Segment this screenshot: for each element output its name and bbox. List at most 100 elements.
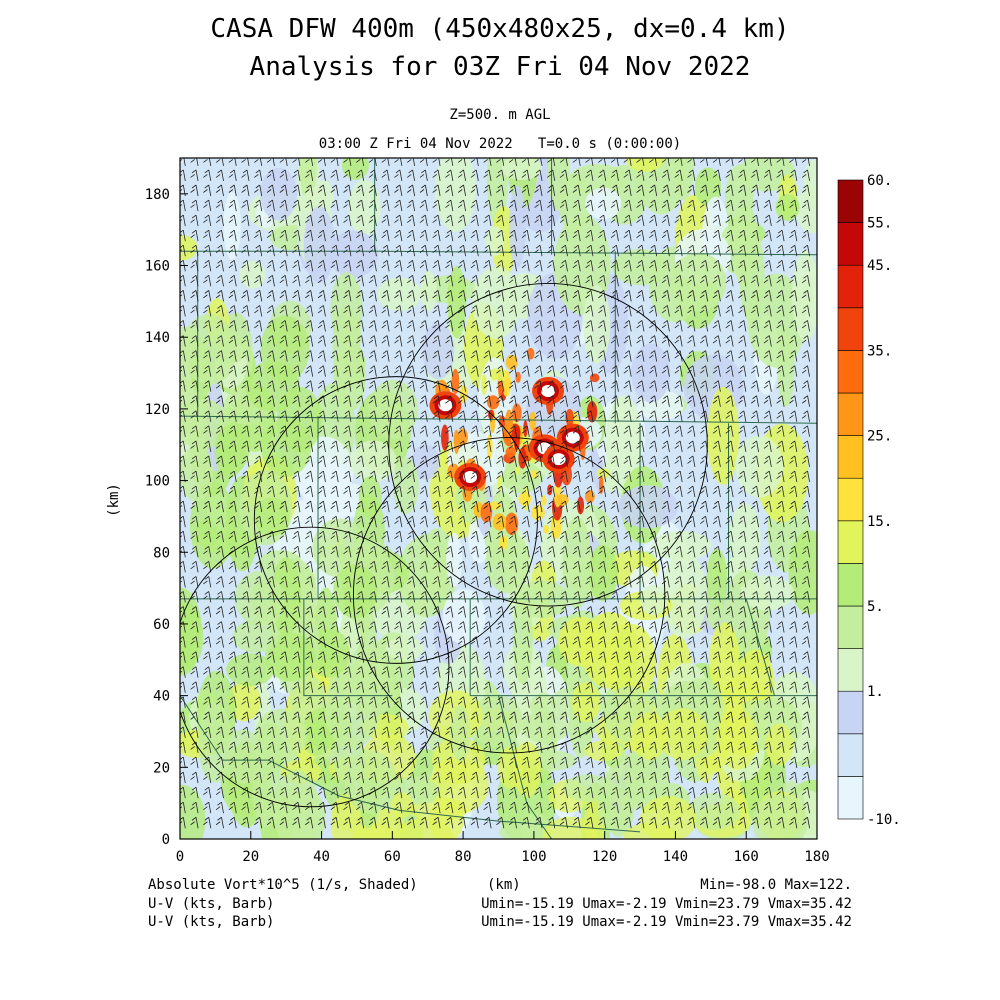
wind-barb	[700, 591, 709, 603]
wind-barb	[623, 274, 632, 287]
wind-barb	[445, 425, 454, 437]
wind-barb	[572, 786, 581, 799]
wind-barb	[712, 425, 721, 437]
wind-barb	[381, 756, 390, 769]
wind-barb	[432, 440, 441, 452]
wind-barb	[368, 816, 377, 829]
wind-barb	[228, 184, 237, 197]
wind-barb	[649, 199, 658, 212]
wind-barb	[241, 756, 250, 769]
wind-barb	[572, 410, 581, 422]
wind-barb	[623, 621, 632, 633]
wind-barb	[598, 470, 607, 483]
x-tick-label: 80	[455, 849, 472, 865]
wind-barb	[508, 756, 517, 769]
wind-barb	[674, 741, 683, 754]
wind-barb	[483, 500, 492, 513]
wind-barb	[406, 726, 416, 738]
wind-barb	[279, 169, 288, 182]
wind-barb	[279, 440, 288, 452]
wind-barb	[738, 395, 747, 407]
shade-patch	[716, 708, 758, 770]
wind-barb	[305, 621, 314, 633]
wind-barb	[266, 350, 275, 362]
wind-barb	[368, 259, 377, 272]
wind-barb	[712, 169, 721, 182]
wind-barb	[228, 651, 237, 663]
wind-barb	[610, 395, 619, 407]
wind-barb	[636, 158, 645, 166]
wind-barb	[470, 681, 479, 693]
wind-barb	[279, 741, 288, 754]
vort-streak	[498, 415, 506, 428]
wind-barb	[763, 606, 772, 618]
wind-barb	[470, 229, 479, 242]
wind-barb	[445, 696, 454, 708]
wind-barb	[215, 335, 224, 347]
wind-barb	[292, 214, 301, 227]
wind-barb	[700, 229, 709, 242]
wind-barb	[215, 786, 224, 799]
wind-barb	[254, 365, 263, 377]
wind-barb	[368, 410, 377, 422]
wind-barb	[483, 158, 492, 166]
wind-barb	[254, 591, 263, 603]
wind-barb	[508, 786, 517, 799]
wind-barb	[534, 158, 543, 166]
shade-patch	[340, 311, 362, 361]
wind-barb	[381, 666, 390, 678]
wind-barb	[712, 816, 721, 829]
shade-patch	[352, 823, 401, 839]
wind-barb	[763, 229, 772, 242]
county-boundaries	[180, 158, 817, 839]
wind-barb	[419, 696, 428, 708]
wind-barb	[292, 771, 301, 784]
wind-barb	[623, 199, 632, 212]
wind-barb	[470, 410, 479, 422]
wind-barb	[776, 158, 785, 166]
wind-barb	[547, 350, 556, 362]
wind-barb	[661, 741, 670, 754]
wind-barb	[394, 425, 403, 437]
wind-barb	[661, 545, 670, 558]
wind-barb	[406, 801, 416, 814]
wind-barb	[215, 591, 224, 603]
wind-barb	[801, 470, 810, 483]
wind-barb	[445, 305, 454, 317]
vort-streak	[505, 446, 516, 458]
wind-barb	[610, 158, 619, 166]
county-line	[374, 250, 817, 256]
wind-barb	[445, 621, 454, 633]
wind-barb	[317, 741, 326, 754]
wind-barb	[508, 365, 517, 377]
wind-barb	[406, 229, 416, 242]
wind-barb	[292, 290, 301, 302]
wind-barb	[368, 184, 377, 197]
wind-barb	[180, 365, 186, 377]
wind-barb	[547, 771, 556, 784]
wind-barb	[279, 576, 288, 588]
wind-barb	[801, 530, 810, 543]
wind-barb	[674, 290, 683, 302]
wind-barb	[228, 440, 237, 452]
wind-barb	[801, 425, 810, 437]
wind-barb	[750, 681, 760, 693]
wind-barb	[394, 591, 403, 603]
wind-barb	[687, 184, 696, 197]
wind-barb	[661, 681, 670, 693]
shade-patch	[264, 632, 316, 682]
wind-barb	[559, 591, 568, 603]
wind-barb	[559, 621, 568, 633]
wind-barb	[508, 530, 517, 543]
wind-barb	[598, 786, 607, 799]
wind-barb	[496, 455, 505, 468]
wind-barb	[636, 756, 645, 769]
wind-barb	[700, 485, 709, 498]
wind-barb	[508, 515, 517, 528]
wind-barb	[636, 515, 645, 528]
wind-barb	[254, 756, 263, 769]
wind-barb	[700, 606, 709, 618]
wind-barb	[661, 380, 670, 392]
wind-barb	[279, 455, 288, 468]
wind-barb	[279, 259, 288, 272]
